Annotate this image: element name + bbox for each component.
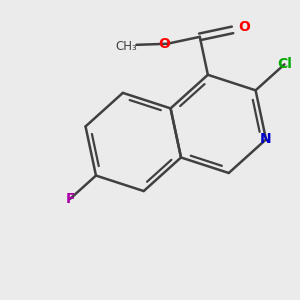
Text: Cl: Cl	[277, 57, 292, 71]
Text: O: O	[238, 20, 250, 34]
Text: O: O	[158, 38, 170, 52]
Text: CH₃: CH₃	[116, 40, 138, 53]
Text: F: F	[65, 192, 75, 206]
Text: N: N	[260, 132, 272, 146]
